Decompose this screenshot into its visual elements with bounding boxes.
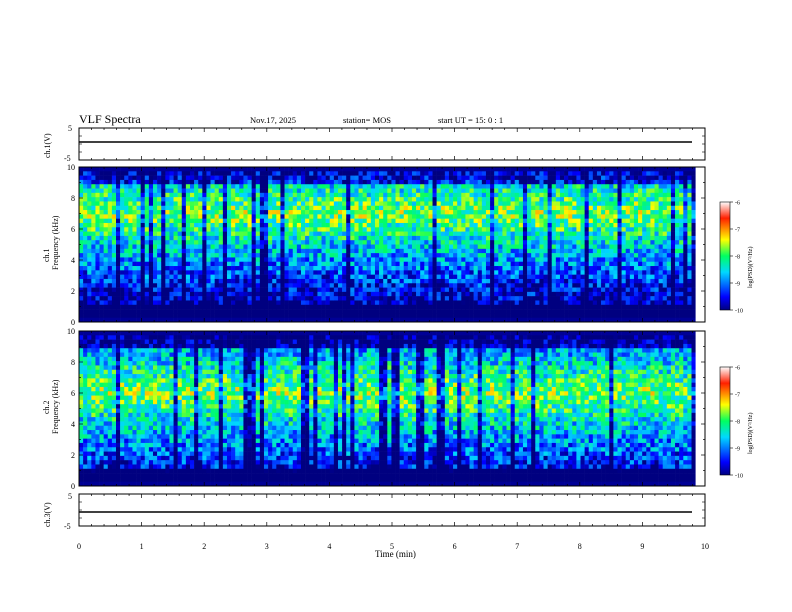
ch1-tick-bottom: -5 <box>64 154 71 163</box>
frequency-tick-label: 0 <box>71 318 75 327</box>
colorbar-tick-label: -7 <box>735 228 740 234</box>
ch2-spectrogram-image <box>79 331 705 487</box>
spectrogram-no-data <box>695 331 705 486</box>
time-axis-labels: 0 1 2 3 4 5 6 7 8 9 10 <box>77 542 709 551</box>
ch2-spec-ylabel-top: ch.2 <box>42 400 51 414</box>
ch2-spectrogram-panel: 0 2 4 6 8 10 ch.2 Frequency (kHz) <box>42 327 706 491</box>
time-tick-label: 10 <box>701 542 709 551</box>
colorbar-tick-label: -9 <box>735 282 740 288</box>
ch1-waveform-panel: 5 -5 ch.1(V) <box>43 124 706 163</box>
frequency-tick-label: 2 <box>71 451 75 460</box>
frequency-tick-label: 4 <box>71 420 75 429</box>
colorbar-tick-label: -10 <box>735 474 743 480</box>
ch3-tick-bottom: -5 <box>64 522 71 531</box>
spectrogram-no-data <box>695 167 705 322</box>
ch3-ylabel: ch.3(V) <box>43 502 52 527</box>
time-tick-label: 0 <box>77 542 81 551</box>
frequency-tick-label: 2 <box>71 287 75 296</box>
time-tick-label: 3 <box>265 542 269 551</box>
frequency-tick-label: 8 <box>71 358 75 367</box>
time-tick-label: 8 <box>578 542 582 551</box>
colorbar-tick-label: -8 <box>735 255 740 261</box>
ch3-tick-top: 5 <box>68 492 72 501</box>
frequency-tick-label: 0 <box>71 482 75 491</box>
time-tick-label: 9 <box>640 542 644 551</box>
colorbar-tick-label: -9 <box>735 447 740 453</box>
colorbar-tick-label: -10 <box>735 309 743 315</box>
ch2-colorbar-label: log(PSD)(V²/Hz) <box>747 413 754 454</box>
colorbar-tick-label: -6 <box>735 201 740 207</box>
ch1-spectrogram-panel: 0 2 4 6 8 10 ch.1 Frequency (kHz) <box>42 163 706 327</box>
frequency-tick-label: 6 <box>71 389 75 398</box>
colorbar-tick-label: -8 <box>735 420 740 426</box>
date-label: Nov.17, 2025 <box>250 115 296 125</box>
ch1-spectrogram-image <box>79 167 705 323</box>
frequency-tick-label: 10 <box>67 163 75 172</box>
ch1-ylabel: ch.1(V) <box>43 133 52 158</box>
station-label: station= MOS <box>343 115 391 125</box>
frequency-tick-label: 8 <box>71 194 75 203</box>
ch3-waveform-panel: 5 -5 ch.3(V) <box>43 492 706 531</box>
ch2-colorbar: -6 -7 -8 -9 -10 log(PSD)(V²/Hz) <box>719 366 754 480</box>
time-axis-ticks <box>78 127 706 527</box>
ch1-colorbar: -6 -7 -8 -9 -10 log(PSD)(V²/Hz) <box>719 201 754 315</box>
ch1-tick-top: 5 <box>68 124 72 133</box>
frequency-tick-label: 6 <box>71 225 75 234</box>
start-time-label: start UT = 15: 0 : 1 <box>438 115 503 125</box>
time-tick-label: 7 <box>515 542 519 551</box>
ch1-spec-ylabel-bottom: Frequency (kHz) <box>51 215 60 270</box>
figure-title: VLF Spectra <box>79 112 141 126</box>
ch1-colorbar-label: log(PSD)(V²/Hz) <box>747 247 754 288</box>
frequency-tick-label: 10 <box>67 327 75 336</box>
time-tick-label: 2 <box>202 542 206 551</box>
frequency-tick-label: 4 <box>71 256 75 265</box>
time-tick-label: 5 <box>390 542 394 551</box>
ch1-spec-ylabel-top: ch.1 <box>42 248 51 262</box>
time-tick-label: 6 <box>453 542 457 551</box>
colorbar-tick-label: -7 <box>735 393 740 399</box>
time-tick-label: 4 <box>327 542 331 551</box>
time-tick-label: 1 <box>140 542 144 551</box>
colorbar-tick-label: -6 <box>735 366 740 372</box>
time-axis-label: Time (min) <box>375 549 416 559</box>
ch2-spec-ylabel-bottom: Frequency (kHz) <box>51 379 60 434</box>
